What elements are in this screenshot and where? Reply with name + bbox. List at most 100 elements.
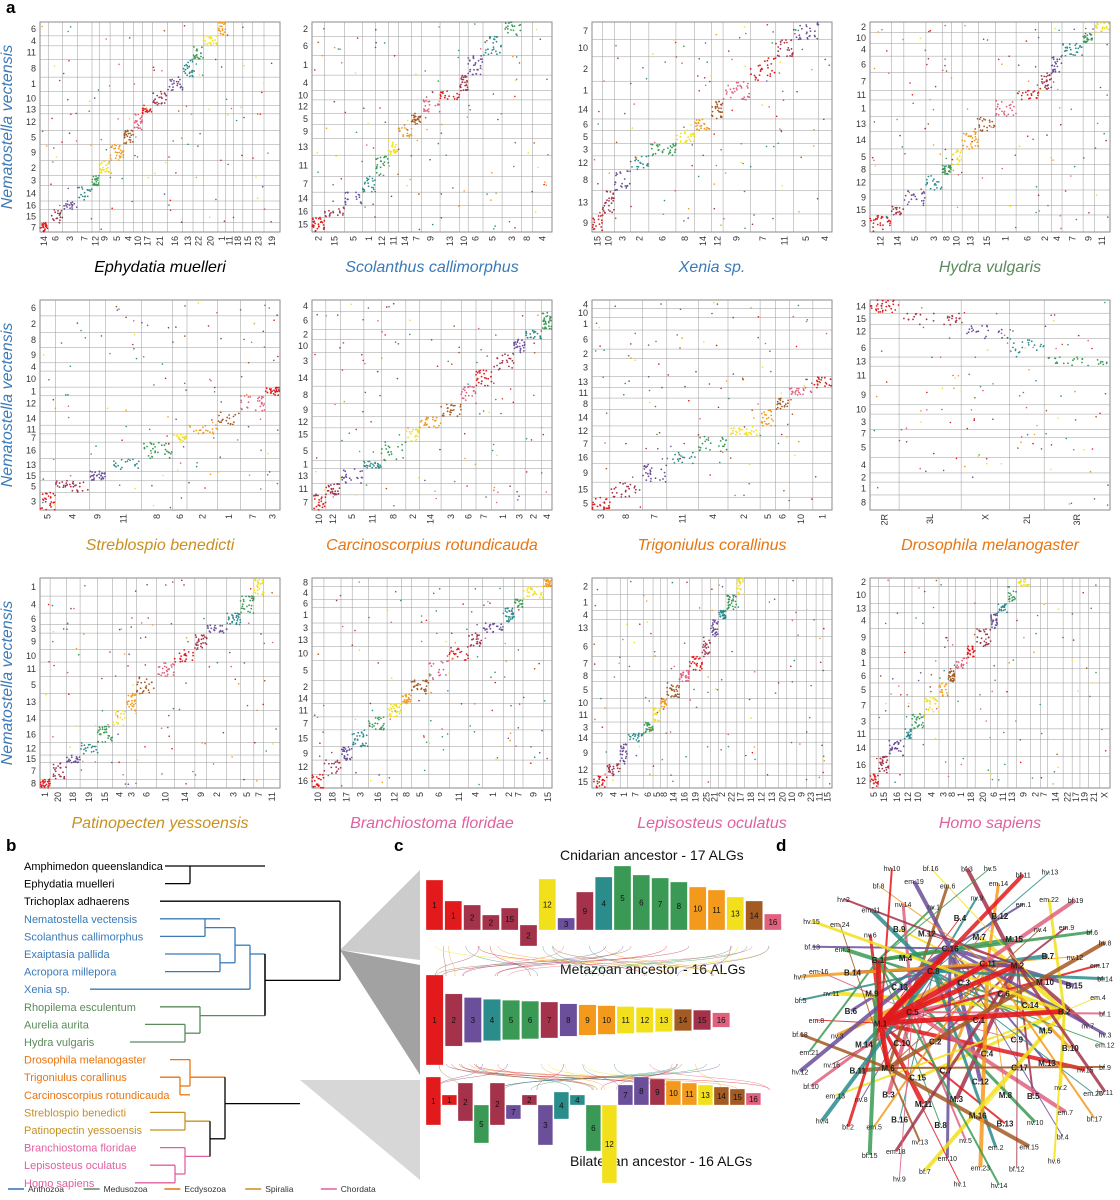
dot <box>184 305 186 307</box>
x-tick-label: 21 <box>710 792 720 802</box>
dot <box>409 333 411 336</box>
dot <box>125 142 127 145</box>
dot <box>51 604 54 607</box>
dot <box>170 664 173 666</box>
dot <box>186 67 189 70</box>
dot <box>621 186 623 188</box>
dot <box>48 379 50 381</box>
dot <box>629 483 632 486</box>
dot <box>933 189 936 191</box>
dot <box>219 629 222 632</box>
dot <box>467 383 469 385</box>
dot <box>175 326 177 328</box>
dot <box>799 24 801 27</box>
dot <box>1046 134 1048 136</box>
dot <box>1041 82 1044 85</box>
dot <box>320 496 323 498</box>
dot <box>115 144 117 147</box>
dot <box>423 108 425 110</box>
dot <box>881 28 883 31</box>
dot <box>794 33 796 35</box>
dot <box>881 228 884 231</box>
dot <box>453 480 456 483</box>
dot <box>523 344 526 347</box>
dot <box>889 222 891 225</box>
x-tick-label: 4 <box>1052 236 1062 241</box>
dot <box>394 704 396 707</box>
dot <box>806 38 809 40</box>
dot <box>250 341 253 344</box>
dot <box>65 204 67 207</box>
dot <box>103 725 106 728</box>
dot <box>968 148 971 150</box>
dot <box>208 108 210 111</box>
dot <box>876 486 879 489</box>
dot <box>895 208 898 211</box>
dot <box>338 483 340 486</box>
dot <box>1084 36 1087 38</box>
dot <box>1070 502 1073 505</box>
dot <box>664 475 666 478</box>
dot <box>764 413 766 416</box>
dot <box>98 163 101 166</box>
dot <box>929 187 932 190</box>
dot <box>123 712 125 715</box>
y-tick-label: 1 <box>861 103 866 113</box>
dot <box>418 115 420 118</box>
dot <box>698 90 700 92</box>
dot <box>751 409 753 412</box>
dot <box>1003 112 1005 115</box>
dot <box>101 677 103 680</box>
dot <box>486 355 489 357</box>
dot <box>344 470 347 473</box>
dot <box>362 191 365 193</box>
dot <box>785 39 787 41</box>
dot <box>974 397 976 399</box>
dot <box>652 153 655 156</box>
dot <box>914 195 917 198</box>
y-tick-label: 12 <box>856 177 866 187</box>
dot <box>235 119 238 122</box>
dot <box>683 126 685 128</box>
dot <box>198 74 201 76</box>
y-tick-label: 10 <box>578 698 588 708</box>
dot <box>410 127 413 130</box>
dot <box>99 171 102 174</box>
y-tick-label: 14 <box>578 733 588 743</box>
dot <box>368 175 371 178</box>
dot <box>494 681 497 684</box>
dot <box>539 337 542 340</box>
x-tick-label: 10 <box>161 792 171 802</box>
dot <box>541 327 544 329</box>
dot <box>948 316 951 319</box>
dot <box>877 31 879 33</box>
dot <box>134 702 137 705</box>
dot <box>353 732 355 735</box>
dot <box>182 446 185 448</box>
dot <box>407 427 409 429</box>
y-tick-label: 8 <box>583 671 588 681</box>
dot <box>776 400 779 403</box>
dot <box>90 188 93 191</box>
dot <box>413 116 415 119</box>
dot <box>1103 132 1105 135</box>
dot <box>542 596 544 599</box>
dot <box>447 690 449 692</box>
dot <box>41 223 43 225</box>
y-tick-label: 12 <box>578 158 588 168</box>
dot <box>493 35 496 38</box>
dot <box>54 775 56 777</box>
x-tick-label: 17 <box>342 792 352 802</box>
dot <box>323 219 326 222</box>
dot <box>368 722 371 725</box>
dot <box>486 384 489 387</box>
dot <box>315 217 317 220</box>
dot <box>614 486 617 489</box>
dot <box>121 177 123 180</box>
dot <box>619 760 622 762</box>
x-tick-label: 3 <box>515 514 525 519</box>
dot <box>673 39 675 41</box>
dot <box>208 378 211 381</box>
y-tick-label: 12 <box>578 765 588 775</box>
